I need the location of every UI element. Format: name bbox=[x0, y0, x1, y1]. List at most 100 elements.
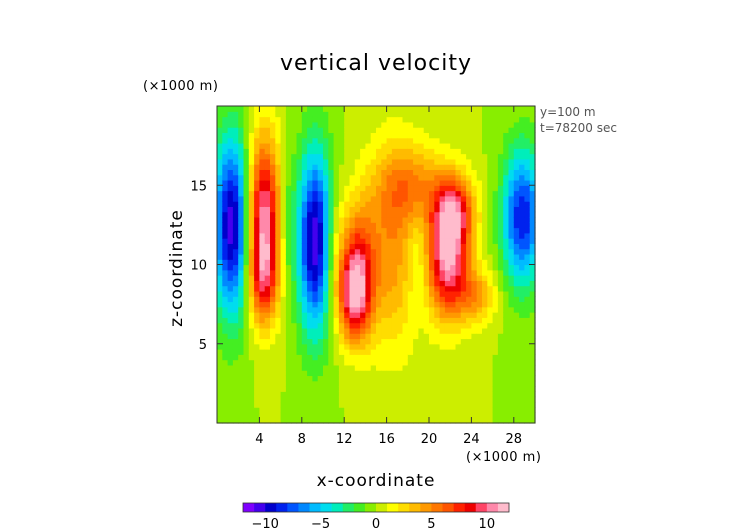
heatmap-cell bbox=[450, 370, 457, 377]
heatmap-cell bbox=[275, 243, 282, 250]
heatmap-cell bbox=[217, 253, 223, 260]
heatmap-cell bbox=[296, 333, 303, 340]
heatmap-cell bbox=[450, 290, 457, 297]
heatmap-cell bbox=[413, 111, 419, 118]
heatmap-cell bbox=[519, 142, 525, 149]
heatmap-cell bbox=[264, 169, 271, 176]
heatmap-cell bbox=[291, 259, 298, 266]
heatmap-cell bbox=[503, 179, 510, 186]
heatmap-cell bbox=[312, 264, 319, 271]
heatmap-cell bbox=[323, 386, 329, 392]
heatmap-cell bbox=[365, 259, 372, 266]
heatmap-cell bbox=[407, 386, 414, 392]
heatmap-cell bbox=[466, 132, 472, 139]
heatmap-cell bbox=[291, 116, 298, 123]
heatmap-cell bbox=[243, 222, 250, 229]
heatmap-cell bbox=[503, 396, 510, 403]
y-axis-label: z-coordinate bbox=[167, 209, 187, 327]
heatmap-cell bbox=[513, 359, 520, 366]
heatmap-cell bbox=[323, 132, 329, 139]
heatmap-cell bbox=[434, 116, 441, 123]
heatmap-cell bbox=[497, 275, 504, 281]
heatmap-cell bbox=[328, 142, 335, 149]
heatmap-cell bbox=[391, 127, 398, 134]
heatmap-cell bbox=[492, 354, 499, 361]
heatmap-cell bbox=[370, 396, 377, 403]
heatmap-cell bbox=[429, 206, 435, 213]
heatmap-cell bbox=[460, 153, 467, 160]
heatmap-cell bbox=[270, 116, 276, 123]
heatmap-cell bbox=[524, 248, 531, 255]
heatmap-cell bbox=[407, 211, 414, 218]
heatmap-cell bbox=[301, 349, 308, 355]
heatmap-cell bbox=[370, 127, 377, 134]
heatmap-cell bbox=[450, 253, 457, 260]
heatmap-cell bbox=[354, 290, 361, 297]
heatmap-cell bbox=[492, 111, 499, 118]
heatmap-cell bbox=[360, 269, 366, 276]
heatmap-cell bbox=[413, 158, 419, 165]
heatmap-cell bbox=[354, 370, 361, 377]
heatmap-cell bbox=[317, 259, 324, 266]
heatmap-cell bbox=[344, 106, 351, 112]
heatmap-cell bbox=[243, 317, 250, 324]
heatmap-cell bbox=[391, 354, 398, 361]
heatmap-cell bbox=[333, 375, 340, 382]
heatmap-cell bbox=[275, 127, 282, 134]
heatmap-cell bbox=[338, 158, 345, 165]
heatmap-cell bbox=[291, 232, 298, 239]
x-tick-label: 28 bbox=[506, 432, 523, 447]
heatmap-cell bbox=[460, 301, 467, 308]
heatmap-cell bbox=[492, 137, 499, 144]
heatmap-cell bbox=[455, 158, 462, 165]
heatmap-cell bbox=[487, 401, 494, 408]
heatmap-cell bbox=[413, 222, 419, 229]
colorbar-tick-label: 5 bbox=[427, 517, 435, 532]
heatmap-cell bbox=[259, 327, 266, 334]
heatmap-cell bbox=[471, 216, 478, 223]
heatmap-cell bbox=[413, 185, 419, 192]
heatmap-cell bbox=[232, 349, 239, 355]
heatmap-cell bbox=[243, 407, 250, 414]
heatmap-cell bbox=[413, 296, 419, 303]
heatmap-cell bbox=[275, 259, 282, 266]
heatmap-cell bbox=[397, 211, 404, 218]
heatmap-cell bbox=[317, 232, 324, 239]
heatmap-cell bbox=[503, 338, 510, 345]
heatmap-cell bbox=[418, 338, 425, 345]
heatmap-cell bbox=[381, 259, 388, 266]
heatmap-cell bbox=[482, 253, 488, 260]
heatmap-cell bbox=[370, 185, 377, 192]
heatmap-cell bbox=[301, 121, 308, 128]
heatmap-cell bbox=[397, 216, 404, 223]
heatmap-cell bbox=[391, 280, 398, 287]
heatmap-cell bbox=[455, 264, 462, 271]
heatmap-cell bbox=[439, 106, 446, 112]
heatmap-cell bbox=[312, 211, 319, 218]
heatmap-cell bbox=[259, 306, 266, 313]
heatmap-cell bbox=[503, 106, 510, 112]
heatmap-cell bbox=[285, 227, 292, 234]
heatmap-cell bbox=[232, 375, 239, 382]
heatmap-cell bbox=[386, 259, 393, 266]
heatmap-cell bbox=[519, 227, 525, 234]
colorbar-segment bbox=[243, 503, 255, 512]
heatmap-cell bbox=[497, 322, 504, 329]
heatmap-cell bbox=[227, 179, 234, 186]
heatmap-cell bbox=[370, 153, 377, 160]
heatmap-cell bbox=[434, 121, 441, 128]
heatmap-cell bbox=[328, 301, 335, 308]
heatmap-cell bbox=[285, 296, 292, 303]
heatmap-cell bbox=[328, 169, 335, 176]
heatmap-cell bbox=[243, 375, 250, 382]
heatmap-cell bbox=[217, 359, 223, 366]
heatmap-cell bbox=[519, 359, 525, 366]
heatmap-cell bbox=[391, 407, 398, 414]
heatmap-cell bbox=[492, 253, 499, 260]
heatmap-cell bbox=[482, 290, 488, 297]
heatmap-cell bbox=[381, 222, 388, 229]
heatmap-cell bbox=[344, 227, 351, 234]
heatmap-cell bbox=[423, 259, 430, 266]
heatmap-cell bbox=[529, 391, 536, 398]
heatmap-cell bbox=[476, 185, 483, 192]
